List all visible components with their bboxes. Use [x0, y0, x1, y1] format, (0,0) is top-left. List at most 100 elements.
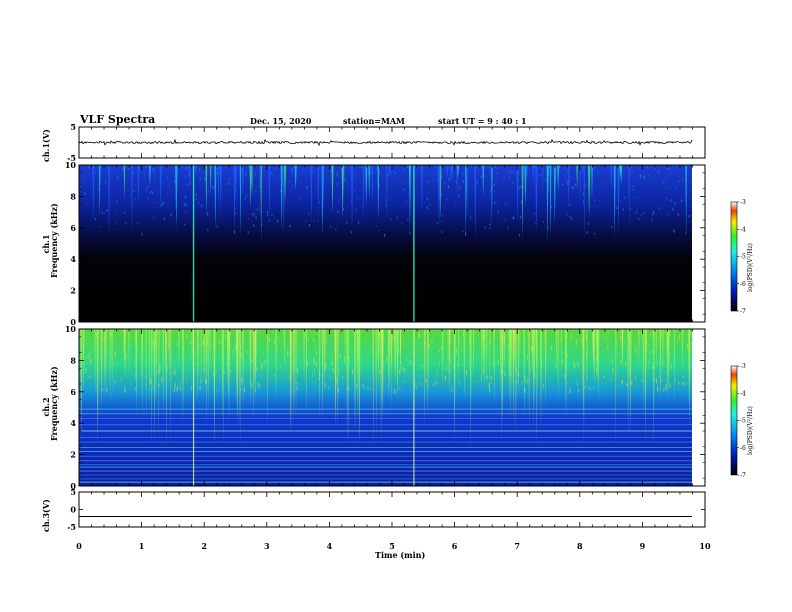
ch1-noise-speck: [489, 190, 491, 193]
ch1-noise-speck: [376, 167, 377, 170]
ch1-sferic-streak: [521, 165, 524, 240]
ch1-noise-speck: [151, 191, 153, 195]
ch2-noise-speck: [690, 358, 692, 365]
ch2-sferic-streak: [96, 329, 98, 442]
ch2-sferic-streak: [390, 329, 393, 373]
ch2-sferic-streak: [242, 329, 244, 413]
ch1-noise-speck: [444, 182, 446, 185]
ch2-sferic-streak: [356, 329, 359, 382]
ch1-noise-speck: [441, 175, 442, 179]
ch2-noise-speck: [255, 387, 256, 393]
ch2-noise-speck: [327, 353, 328, 357]
x-tick-label: 6: [452, 541, 458, 551]
ch2-sferic-streak: [583, 329, 585, 448]
ch2-noise-speck: [408, 352, 410, 356]
y-tick-label: 10: [65, 160, 77, 170]
x-tick-label: 9: [640, 541, 646, 551]
ch2-sferic-streak: [565, 329, 568, 421]
ch1-noise-speck: [394, 172, 396, 175]
ch2-noise-speck: [190, 341, 192, 344]
ch1-noise-speck: [268, 220, 270, 222]
ch1-sferic-streak: [610, 165, 613, 190]
ch2-noise-speck: [342, 376, 344, 380]
ch1-noise-speck: [569, 215, 571, 218]
ch1-sferic-streak: [317, 165, 320, 218]
ch2-noise-speck: [159, 364, 161, 367]
ch1-noise-speck: [133, 190, 135, 192]
ch2-noise-speck: [334, 370, 335, 375]
ch2-sferic-streak: [181, 329, 184, 425]
ch2-noise-speck: [287, 350, 289, 356]
ch1-noise-speck: [141, 232, 143, 236]
ch1-noise-speck: [267, 210, 269, 214]
ch2-noise-speck: [414, 382, 416, 388]
ch1-sferic-streak: [268, 165, 271, 221]
ch2-noise-speck: [296, 386, 298, 390]
ch1-noise-speck: [185, 201, 186, 204]
ch2-noise-speck: [522, 329, 524, 334]
ch2-noise-speck: [469, 335, 470, 338]
ch2-noise-speck: [122, 349, 124, 353]
ch2-noise-speck: [102, 388, 104, 391]
ch2-noise-speck: [240, 352, 242, 358]
ch2-noise-speck: [461, 347, 463, 353]
ch1-sferic-streak: [290, 165, 293, 178]
ch2-noise-speck: [486, 375, 488, 380]
ch1-noise-speck: [86, 165, 88, 168]
ch1-noise-speck: [558, 165, 560, 168]
ch2-noise-speck: [286, 329, 288, 335]
ch1-noise-speck: [510, 170, 512, 173]
ch2-noise-speck: [225, 339, 227, 342]
ch2-sferic-streak: [512, 329, 515, 429]
ch2-noise-speck: [506, 376, 508, 381]
x-axis-label: Time (min): [375, 550, 426, 560]
ch2-noise-speck: [682, 359, 684, 364]
ch2-noise-speck: [458, 380, 460, 386]
ch2-noise-speck: [201, 359, 203, 364]
ch2-noise-speck: [619, 383, 621, 389]
ch1-noise-speck: [150, 190, 152, 193]
ch1-sferic-streak: [466, 165, 469, 220]
ch2-noise-speck: [172, 371, 174, 376]
ch1-noise-speck: [634, 196, 636, 198]
ch1-noise-speck: [426, 206, 428, 209]
ch1-noise-speck: [375, 225, 377, 227]
ch1-noise-speck: [572, 186, 574, 189]
ch2-noise-speck: [336, 379, 338, 385]
ch1-noise-speck: [376, 165, 378, 168]
ch1-noise-speck: [465, 231, 467, 234]
x-tick-label: 5: [389, 541, 395, 551]
ch2-noise-speck: [176, 342, 178, 346]
ch1-noise-speck: [114, 229, 116, 231]
ch1-noise-speck: [565, 170, 567, 173]
ch2-sferic-streak: [226, 329, 229, 391]
ch2-noise-speck: [607, 344, 609, 350]
ch1-noise-speck: [677, 213, 679, 216]
ch2-noise-speck: [307, 333, 309, 337]
ch2-sferic-streak: [457, 329, 460, 390]
colorbar-tick-label: -3: [740, 363, 746, 370]
ch1-noise-speck: [188, 174, 190, 176]
ch1-sferic-streak: [233, 165, 236, 234]
ch1-noise-speck: [387, 173, 389, 177]
ch1-noise-speck: [84, 192, 86, 196]
ch2-noise-speck: [386, 369, 388, 373]
ch1-noise-speck: [493, 184, 495, 186]
ch1-sferic-streak: [449, 165, 453, 183]
ch1-noise-speck: [147, 165, 149, 167]
ch2-noise-speck: [293, 388, 295, 394]
ch2-noise-speck: [332, 367, 334, 372]
ch2-noise-speck: [153, 385, 155, 389]
ch1-noise-speck: [640, 174, 642, 178]
ch2-noise-speck: [489, 389, 491, 392]
ch1-noise-speck: [361, 166, 363, 169]
ch2-sferic-streak: [100, 329, 103, 412]
ch2-noise-speck: [110, 332, 112, 337]
ch2-noise-speck: [665, 385, 667, 391]
ch2-noise-speck: [564, 374, 566, 379]
y-tick-label: 2: [70, 450, 76, 460]
ch1-sferic-streak: [613, 165, 616, 239]
ch1-noise-speck: [253, 224, 255, 227]
ch2-sferic-streak: [83, 329, 85, 406]
ch1-sferic-streak: [108, 165, 110, 241]
